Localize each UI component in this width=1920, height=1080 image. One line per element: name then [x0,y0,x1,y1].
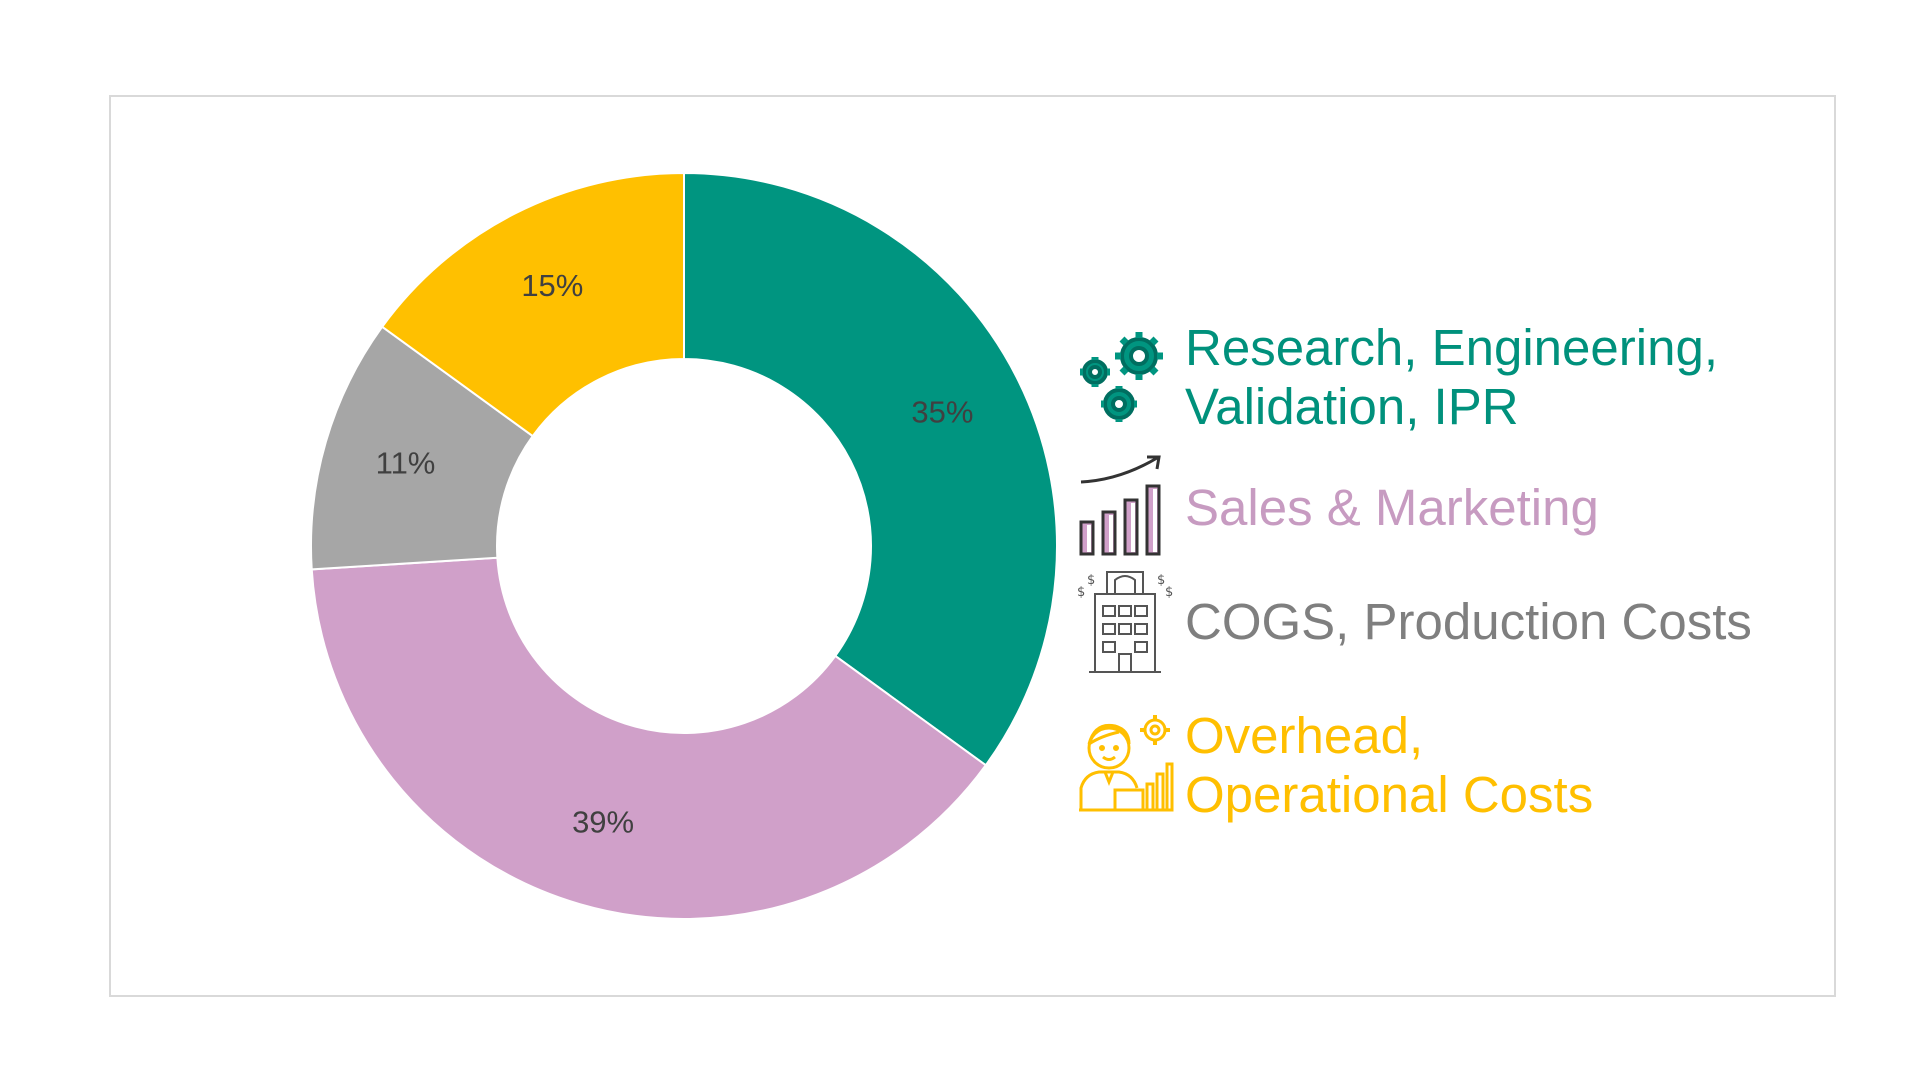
factory-building-icon: $$ $$ [1077,571,1173,673]
slice-label-overhead: 15% [521,268,583,303]
slice-research [683,171,1058,767]
gears-icon [1080,332,1163,422]
svg-text:$: $ [1087,573,1095,588]
slice-sales [310,556,988,920]
slice-label-cogs: 11% [376,445,436,480]
svg-text:$: $ [1157,573,1165,588]
legend-label-overhead: Overhead, Operational Costs [1185,707,1594,823]
legend-label-research: Research, Engineering, Validation, IPR [1185,319,1718,435]
slice-cogs [310,325,535,571]
legend-item-overhead: Overhead, Operational Costs [1075,706,1593,824]
manager-icon [1079,715,1174,812]
legend-label-sales: Sales & Marketing [1185,478,1599,536]
slice-label-research: 35% [911,395,973,430]
legend-item-cogs: $ $ $ $ COGS, Production Costs [1075,566,1752,676]
slice-label-sales: 39% [572,805,634,840]
slice-overhead [380,171,685,438]
legend-label-cogs: COGS, Production Costs [1185,592,1752,650]
legend-item-research: Research, Engineering, Validation, IPR [1075,318,1718,436]
growth-chart-icon [1079,455,1161,556]
svg-text:$: $ [1165,585,1173,600]
svg-text:$: $ [1077,585,1085,600]
legend-item-sales: Sales & Marketing [1075,452,1599,562]
